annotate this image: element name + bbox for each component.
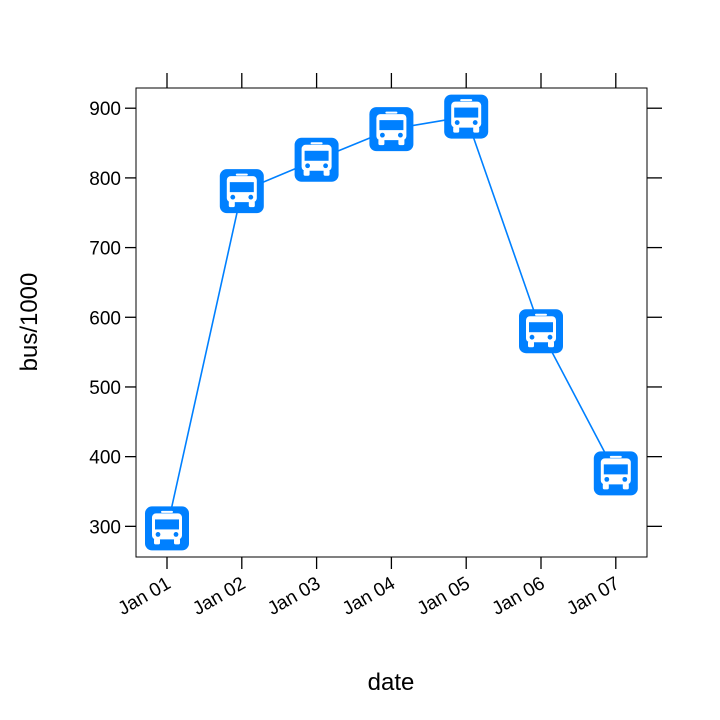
x-tick-label: Jan 02	[189, 573, 249, 620]
y-tick-labels: 300 400 500 600 700 800 900	[89, 99, 121, 538]
x-tick-label: Jan 04	[339, 573, 399, 620]
bus-icon	[444, 94, 489, 139]
y-tick-label: 500	[89, 378, 121, 399]
x-tick-label: Jan 01	[115, 573, 175, 620]
bus-icon	[519, 309, 563, 354]
x-tick-label: Jan 05	[414, 573, 474, 620]
bus-icon	[369, 107, 414, 152]
y-tick-label: 800	[89, 169, 121, 190]
bus-icon	[593, 451, 638, 496]
markers	[145, 94, 638, 551]
y-tick-label: 700	[89, 239, 121, 260]
axis-ticks	[125, 73, 662, 569]
x-tick-labels: Jan 01 Jan 02 Jan 03 Jan 04 Jan 05 Jan 06 Jan …	[115, 573, 624, 620]
y-tick-label: 600	[89, 308, 121, 329]
y-tick-label: 900	[89, 99, 121, 120]
bus-icon	[294, 137, 339, 182]
bus-icon	[145, 506, 189, 551]
x-tick-label: Jan 03	[264, 573, 324, 620]
x-tick-label: Jan 07	[563, 573, 623, 620]
y-axis-title: bus/1000	[16, 273, 43, 372]
y-tick-label: 300	[89, 517, 121, 538]
bus-icon	[219, 169, 264, 214]
x-tick-label: Jan 06	[489, 573, 549, 620]
x-axis-title: date	[368, 669, 415, 696]
y-tick-label: 400	[89, 448, 121, 469]
